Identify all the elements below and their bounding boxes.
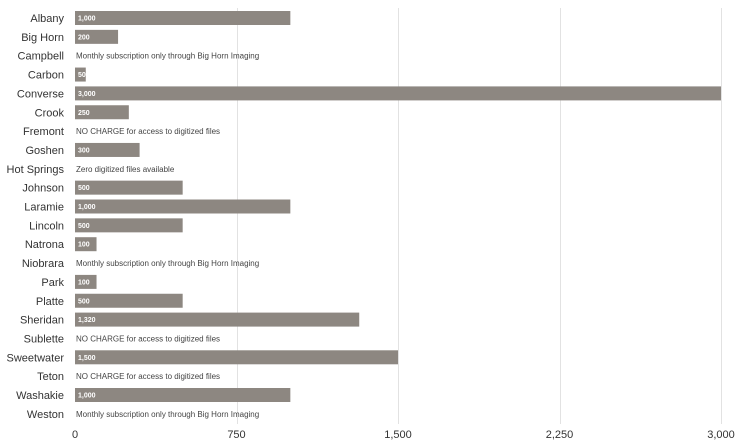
bar [75, 218, 183, 233]
bar-note-label: NO CHARGE for access to digitized files [76, 334, 220, 343]
category-label: Platte [36, 296, 64, 308]
bar-note-label: Monthly subscription only through Big Ho… [76, 410, 259, 419]
bar [75, 350, 398, 365]
bar [75, 199, 291, 214]
bar-note-label: NO CHARGE for access to digitized files [76, 127, 220, 136]
category-label: Lincoln [29, 220, 64, 232]
category-label: Carbon [28, 70, 64, 82]
category-label: Big Horn [21, 32, 64, 44]
bar [75, 274, 97, 289]
bar [75, 11, 291, 25]
bar-value-label: 1,000 [78, 393, 96, 400]
category-label: Sheridan [20, 315, 64, 327]
bar [75, 67, 86, 82]
x-tick-label: 0 [72, 429, 78, 441]
bar-value-label: 500 [78, 298, 90, 305]
x-tick-label: 750 [227, 429, 245, 441]
category-label: Hot Springs [7, 164, 65, 176]
category-label: Goshen [25, 145, 64, 157]
x-axis-ticks: 0 750 1,500 2,250 3,000 [72, 429, 735, 441]
bar [75, 142, 140, 157]
bar-note-label: Monthly subscription only through Big Ho… [76, 52, 259, 61]
category-label: Sweetwater [7, 352, 65, 364]
category-label: Weston [27, 409, 64, 421]
category-labels: Albany Big Horn Campbell Carbon Converse Croo… [7, 13, 65, 421]
category-label: Converse [17, 88, 64, 100]
category-label: Crook [35, 107, 65, 119]
category-label: Johnson [22, 183, 64, 195]
bar-value-label: 1,320 [78, 317, 96, 324]
bar-value-label: 500 [78, 223, 90, 230]
bar-value-label: 250 [78, 110, 90, 117]
category-label: Teton [37, 371, 64, 383]
bar-value-label: 3,000 [78, 91, 96, 98]
bar [75, 86, 721, 101]
bar-note-label: Monthly subscription only through Big Ho… [76, 259, 259, 268]
bar-value-label: 100 [78, 242, 90, 249]
bar-value-label: 1,000 [78, 16, 96, 23]
bar [75, 293, 183, 308]
bar [75, 388, 291, 402]
bar [75, 105, 129, 120]
bar-value-label: 50 [78, 72, 86, 79]
x-tick-label: 3,000 [707, 429, 735, 441]
bar-value-label: 1,500 [78, 355, 96, 362]
bar-value-label: 100 [78, 279, 90, 286]
category-label: Campbell [18, 51, 64, 63]
bar-value-label: 200 [78, 34, 90, 41]
bar-note-label: NO CHARGE for access to digitized files [76, 372, 220, 381]
category-label: Albany [30, 13, 64, 25]
bar [75, 237, 97, 252]
bar [75, 180, 183, 195]
x-tick-label: 2,250 [546, 429, 574, 441]
category-label: Park [41, 277, 64, 289]
category-label: Laramie [24, 202, 64, 214]
bar [75, 29, 119, 44]
category-label: Sublette [24, 333, 64, 345]
category-label: Washakie [16, 390, 64, 402]
category-label: Niobrara [22, 258, 65, 270]
bar-value-label: 1,000 [78, 204, 96, 211]
category-label: Fremont [23, 126, 64, 138]
bars: 1,000 200 Monthly subscription only throug… [75, 11, 721, 419]
category-label: Natrona [25, 239, 65, 251]
bar-note-label: Zero digitized files available [76, 165, 175, 174]
x-tick-label: 1,500 [384, 429, 412, 441]
bar-value-label: 500 [78, 185, 90, 192]
bar-value-label: 300 [78, 147, 90, 154]
bar [75, 312, 360, 327]
